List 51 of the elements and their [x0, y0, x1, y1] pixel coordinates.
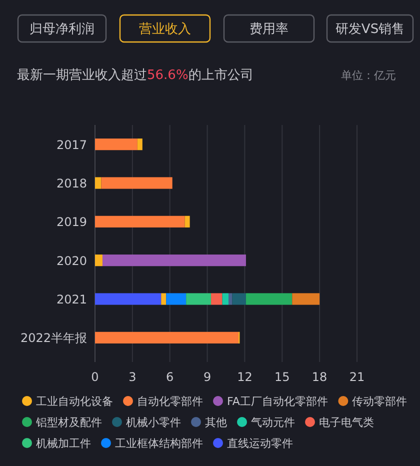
legend-label: 工业自动化设备: [36, 395, 113, 408]
bar: [95, 216, 185, 228]
legend-label: FA工厂自动化零部件: [227, 395, 328, 408]
x-tick-label: 12: [237, 370, 252, 384]
legend-label: 铝型材及配件: [35, 416, 102, 429]
x-tick-label: 15: [274, 370, 290, 384]
text: 费用率: [250, 21, 288, 37]
bar: [246, 293, 292, 305]
legend-label: 机械小零件: [126, 416, 181, 429]
x-tick-label: 3: [128, 370, 136, 384]
bar: [95, 332, 238, 344]
x-tick-label: 6: [166, 370, 174, 384]
text: 营业收入: [139, 22, 191, 37]
legend-label: 机械加工件: [36, 437, 91, 450]
chart-title: 最新一期营业收入超过56.6%的上市公司: [17, 68, 254, 83]
bar: [184, 216, 190, 228]
bar: [95, 138, 138, 150]
y-tick-label: 2022半年报: [20, 331, 87, 346]
bar: [222, 293, 228, 305]
text: 单位：亿元: [341, 69, 396, 82]
legend-label: 其他: [205, 416, 227, 429]
bar: [292, 293, 320, 305]
bar: [95, 293, 162, 305]
legend-label: 自动化零部件: [137, 395, 203, 408]
y-tick-label: 2020: [56, 254, 87, 268]
bar: [95, 177, 102, 189]
x-tick-label: 0: [91, 370, 99, 384]
legend-label: 传动零部件: [352, 395, 408, 408]
bar: [186, 293, 212, 305]
x-tick-label: 21: [349, 370, 365, 384]
bar: [102, 254, 246, 266]
text: 归母净利润: [30, 22, 94, 37]
text: 研发VS销售: [335, 22, 405, 37]
x-tick-label: 18: [312, 370, 328, 384]
legend-label: 直线运动零件: [227, 437, 293, 450]
bar: [137, 138, 142, 150]
legend-label: 气动元件: [251, 416, 295, 429]
y-tick-label: 2017: [56, 138, 87, 152]
bar: [95, 254, 102, 266]
bar: [166, 293, 186, 305]
legend-label: 电子电气类: [319, 416, 374, 429]
y-tick-label: 2021: [56, 292, 87, 306]
bar: [232, 293, 246, 305]
bar: [101, 177, 172, 189]
x-tick-label: 9: [203, 370, 212, 384]
y-tick-label: 2018: [56, 176, 87, 190]
bar: [161, 293, 166, 305]
bar: [228, 293, 232, 305]
y-tick-label: 2019: [56, 215, 87, 230]
legend-label: 工业框体结构部件: [115, 437, 203, 450]
bar: [211, 293, 222, 305]
